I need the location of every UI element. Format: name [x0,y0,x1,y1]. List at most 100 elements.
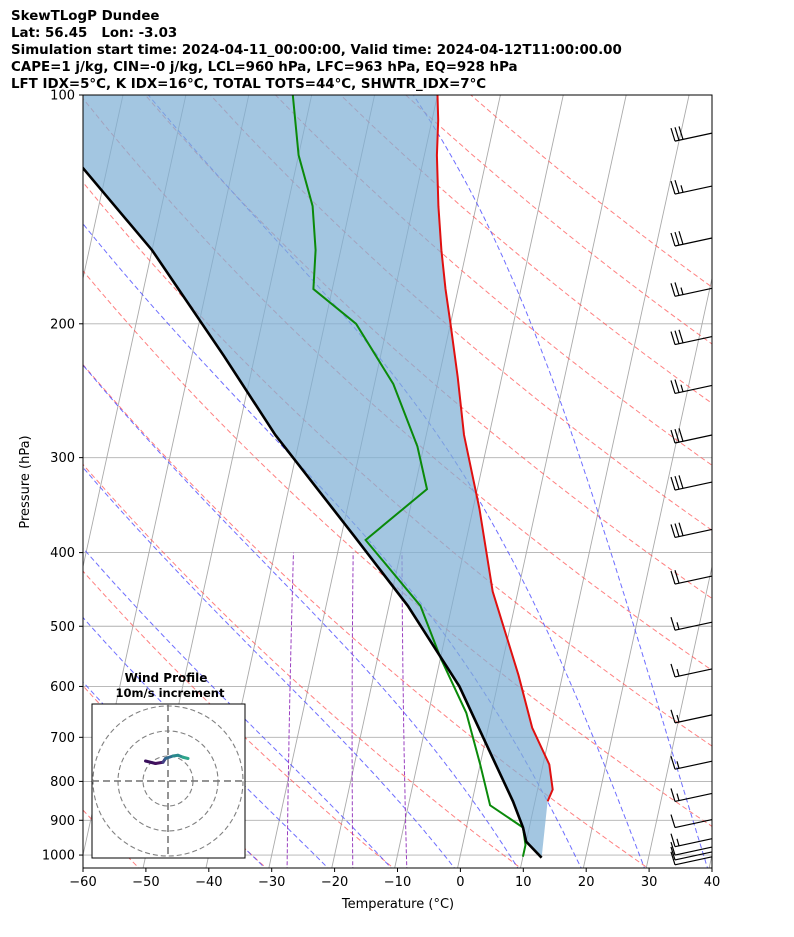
x-tick-label: 40 [704,875,721,890]
mixing-ratio-line [401,552,408,868]
barb-flag [670,570,676,585]
y-tick-label: 600 [50,680,75,695]
y-tick-label: 200 [50,317,75,332]
inset-title: Wind Profile [125,671,208,685]
barb-half-flag [676,761,680,769]
barb-staff [674,434,713,444]
barb-flag [674,570,680,584]
barb-flag [674,379,680,393]
profile-lines [83,95,554,859]
barb-staff [674,132,713,142]
barb-staff [674,185,713,195]
hodograph-segment [144,759,157,765]
wind-barb [670,663,713,678]
y-tick-label: 700 [50,731,75,746]
wind-barb [670,282,713,297]
isotherm-line [394,95,564,868]
wind-barb [670,617,713,631]
y-tick-label: 500 [50,620,75,635]
isotherm-line [520,95,690,868]
hodograph-segment [181,755,190,760]
barb-flag [678,231,684,245]
y-axis-label: Pressure (hPa) [18,435,33,528]
x-tick-label: −20 [321,875,348,890]
parcel-path-line [83,166,543,859]
barb-flag [678,475,684,489]
barb-half-flag [676,622,680,630]
mixing-ratio-lines [286,552,408,868]
barb-flag [678,428,684,442]
wind-barb [670,756,713,770]
y-tick-label: 400 [50,546,75,561]
barb-flag [670,833,676,847]
wind-barb [670,841,713,856]
stability-text: CAPE=1 j/kg, CIN=-0 j/kg, LCL=960 hPa, L… [11,60,518,75]
barb-flag [674,476,680,490]
barb-flag [670,617,676,631]
x-axis: −60 −50 −40 −30 −20 −10 0 10 20 30 40 [69,868,720,890]
wind-barb [670,231,713,247]
barb-flag [670,663,676,678]
cape-area [83,95,553,858]
isotherm-line [582,276,712,868]
barb-staff [674,838,713,848]
barb-flag [670,180,676,195]
barb-flag [674,127,680,141]
barb-flag [670,232,676,247]
barb-staff [674,792,713,802]
x-tick-label: −30 [258,875,285,890]
location-text: Lat: 56.45 Lon: -3.03 [11,26,178,41]
dry-adiabat [83,463,522,868]
wind-barb [670,833,713,848]
moist-adiabat-lines [83,95,709,868]
barb-flag [670,851,676,865]
y-tick-label: 100 [50,89,75,104]
chart-header: SkewTLogP Dundee Lat: 56.45 Lon: -3.03 S… [11,8,622,93]
barb-staff [674,760,713,770]
barb-flag [670,476,676,491]
barb-half-flag [676,838,680,846]
cape-shading [83,95,553,858]
barb-half-flag [680,185,684,193]
barb-staff [674,621,713,631]
wind-barb [670,788,713,802]
barb-flag [678,522,684,536]
isotherm-line [771,78,794,871]
inset-subtitle: 10m/s increment [116,686,225,700]
isotherm-line [0,78,1,871]
isotherm-line [645,564,712,868]
dry-adiabat [83,570,395,868]
wind-barb [670,379,713,395]
y-tick-label: 300 [50,451,75,466]
barb-flag [670,756,676,770]
moist-adiabat [83,223,582,868]
barb-flag [674,428,680,443]
barb-flag [674,231,680,246]
mixing-ratio-line [351,552,354,868]
barb-flag [670,814,676,828]
wind-barb [670,126,713,142]
dry-adiabat [275,95,712,466]
barb-flag [670,846,676,861]
moist-adiabat [83,547,392,868]
y-tick-label: 800 [50,775,75,790]
barb-staff [674,237,713,247]
y-tick-label: 900 [50,814,75,829]
barb-flag [674,330,680,344]
barb-half-flag [676,714,680,723]
barb-flag [670,283,676,297]
time-text: Simulation start time: 2024-04-11_00:00:… [11,43,622,58]
x-tick-label: 10 [515,875,532,890]
barb-half-flag [680,287,684,295]
temperature-line [435,95,554,802]
dry-adiabat [83,270,712,827]
dry-adiabat [210,95,712,531]
barb-flag [670,788,676,802]
x-tick-label: −50 [132,875,159,890]
barb-flag [670,380,676,394]
x-tick-label: −60 [69,875,96,890]
barb-half-flag [676,668,680,677]
moist-adiabat [412,95,709,868]
wind-barb [670,329,713,346]
barb-staff [674,287,713,297]
